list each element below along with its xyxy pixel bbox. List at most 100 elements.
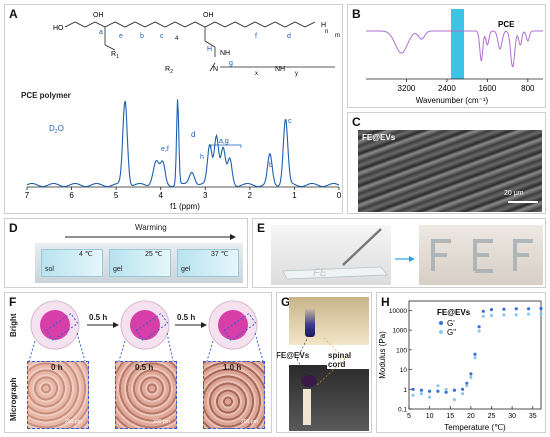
panel-a: A HO OH OH a e b c 4 f d H n m R1 NH H g… xyxy=(4,4,343,214)
rheo-point-g1 xyxy=(428,389,432,393)
sem-image xyxy=(358,130,542,212)
legend-g1-marker xyxy=(439,321,443,325)
state-3: gel xyxy=(181,266,191,273)
rheo-xlabel: Temperature (℃) xyxy=(444,423,506,432)
rheo-ylabel: Modulus (Pa) xyxy=(378,331,387,379)
rheo-ytick-label: 10000 xyxy=(389,308,407,315)
panel-e: E FE xyxy=(252,218,546,288)
rheo-xtick-label: 30 xyxy=(508,413,516,420)
rheo-point-g1 xyxy=(461,387,465,391)
oh-text-2: OH xyxy=(203,12,214,19)
rheo-ytick-label: 0.1 xyxy=(398,407,407,414)
peak-h: h xyxy=(200,154,204,161)
rheo-point-g2 xyxy=(428,395,432,399)
fe-evs-label: FE@EVs xyxy=(276,351,311,360)
vial-3 xyxy=(177,249,239,277)
peak-c: c xyxy=(288,118,292,125)
rheo-ytick-label: 1000 xyxy=(393,328,408,335)
panel-g: G FE@EVs spinal cord xyxy=(276,292,372,433)
rheo-point-g1 xyxy=(444,390,448,394)
nmr-tick-label: 6 xyxy=(69,191,74,200)
rheo-point-g2 xyxy=(539,312,543,316)
rheo-point-g1 xyxy=(465,381,469,385)
vial-2 xyxy=(109,249,171,277)
rheo-point-g2 xyxy=(527,312,531,316)
sem-scale-bar xyxy=(508,201,538,203)
svg-text:FE: FE xyxy=(313,267,328,279)
panel-c: C FE@EVs 20 μm xyxy=(347,112,546,214)
rheo-point-g2 xyxy=(436,384,440,388)
struct-subn: n xyxy=(325,29,328,35)
struct-h: H xyxy=(321,22,326,29)
rheo-xtick-label: 25 xyxy=(488,413,496,420)
rheology-chart: 5 10 15 20 25 30 35 0.1 1 10 100 1000 10000 Temperat… xyxy=(378,300,543,432)
sem-sample-label: FE@EVs xyxy=(362,133,396,142)
step-2-label: 0.5 h xyxy=(177,313,196,322)
panel-c-label: C xyxy=(352,115,361,129)
rheo-point-g2 xyxy=(461,392,465,396)
rheo-legend-title: FE@EVs xyxy=(437,308,471,317)
nmr-tick-label: 4 xyxy=(158,191,163,200)
rheo-xtick-label: 20 xyxy=(467,413,475,420)
struct-subx: x xyxy=(255,71,258,77)
scale-1: 200 μm xyxy=(65,419,82,425)
gel-bottom xyxy=(301,375,317,387)
rheo-point-g1 xyxy=(489,308,494,312)
panel-e-label: E xyxy=(257,221,266,235)
rheo-xtick-label: 10 xyxy=(426,413,434,420)
rheo-point-g1 xyxy=(539,306,543,311)
temp-1: 4 ℃ xyxy=(79,251,93,258)
warming-arrow xyxy=(65,234,236,240)
ftir-tick-label: 3200 xyxy=(398,84,416,93)
panel-d: D Warming 4 ℃ 25 ℃ 37 ℃ sol gel gel xyxy=(4,218,248,288)
ftir-tick-label: 800 xyxy=(521,84,535,93)
struct-h-label: H xyxy=(207,46,212,53)
peak-d2o: D2O xyxy=(49,124,64,135)
panel-d-label: D xyxy=(9,221,18,235)
rheo-point-g1 xyxy=(481,309,485,313)
ftir-xlabel: Wavenumber (cm⁻¹) xyxy=(416,96,489,105)
rheo-xtick-label: 15 xyxy=(446,413,454,420)
struct-e: e xyxy=(119,33,123,40)
micrograph-3 xyxy=(203,361,265,429)
peak-d: d xyxy=(191,130,195,139)
rheo-xtick-label: 5 xyxy=(407,413,411,420)
state-1: sol xyxy=(45,266,54,273)
rheo-ytick-label: 100 xyxy=(396,347,407,354)
micrograph-1 xyxy=(27,361,89,429)
ftir-tick-label: 2400 xyxy=(438,84,456,93)
nmr-tick-label: 7 xyxy=(25,191,30,200)
panel-g-label: G xyxy=(281,295,291,309)
peak-ag: a,g xyxy=(219,138,229,145)
temp-3: 37 ℃ xyxy=(211,251,229,258)
nmr-xlabel: f1 (ppm) xyxy=(170,202,200,211)
panel-f-label: F xyxy=(9,295,17,309)
panel-a-label: A xyxy=(9,7,18,21)
struct-b: b xyxy=(140,33,144,40)
chemical-structure: HO OH OH a e b c 4 f d H n m R1 NH H g R… xyxy=(53,12,340,77)
ftir-spectrum: 3200 2400 1600 800 PCE Wavenumber (cm⁻¹) xyxy=(366,9,543,105)
pce-polymer-label: PCE polymer xyxy=(21,91,71,100)
rheo-point-g2 xyxy=(489,313,494,318)
rheo-point-g2 xyxy=(473,356,477,360)
ftir-highlight-band xyxy=(451,9,464,79)
spinal-cord-photo-top xyxy=(289,297,369,345)
micrograph-2 xyxy=(115,361,177,429)
rheo-point-g2 xyxy=(444,387,448,391)
struct-subm: m xyxy=(335,33,340,39)
nmr-spectrum: 7 6 5 4 3 2 1 0 f1 (ppm) D2O d e,f a,g h b c xyxy=(25,99,342,211)
ftir-tick-label: 1600 xyxy=(478,84,496,93)
step-1-label: 0.5 h xyxy=(89,313,108,322)
rheo-point-g2 xyxy=(477,329,481,333)
struct-suby: y xyxy=(295,71,298,77)
bright-dishes xyxy=(28,300,264,362)
rheo-point-g1 xyxy=(514,307,518,311)
ho-text: HO xyxy=(53,25,64,32)
g-pointers xyxy=(296,336,346,386)
nmr-tick-label: 3 xyxy=(203,191,208,200)
struct-sub4: 4 xyxy=(175,36,179,42)
nmr-tick-label: 2 xyxy=(248,191,253,200)
rheo-point-g2 xyxy=(514,313,518,317)
struct-f: f xyxy=(255,33,257,40)
struct-r1: R1 xyxy=(111,51,119,60)
